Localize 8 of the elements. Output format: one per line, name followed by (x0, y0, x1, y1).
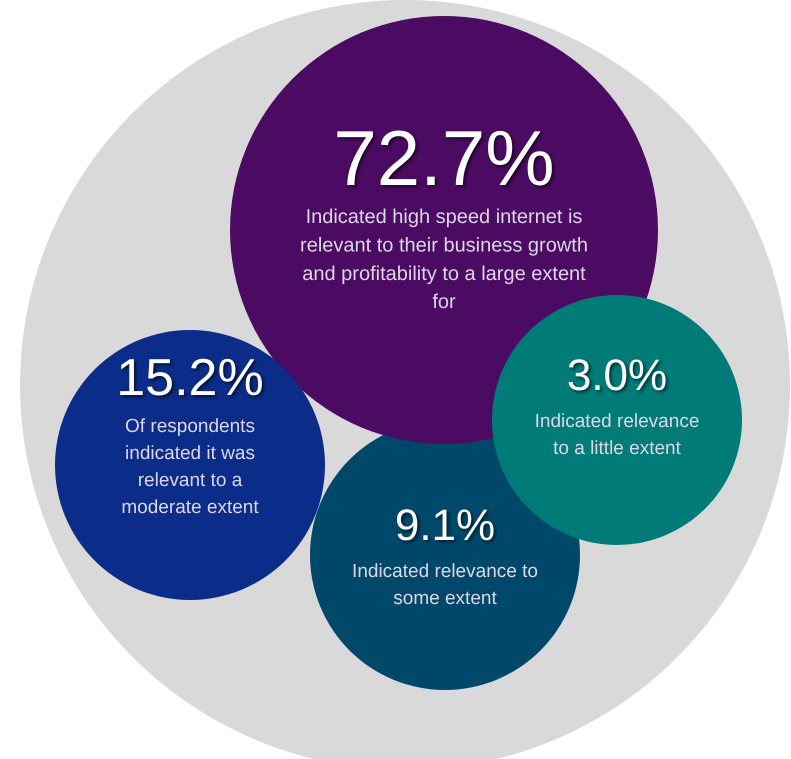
data-label: 15.2% (116, 349, 264, 407)
data-label: 9.1% (394, 501, 496, 550)
category-label: Indicated high speed internet is relevant to their business growth and profitability to a large extent for (300, 206, 588, 314)
category-label: Of respondents indicated it was relevant to a moderate extent (121, 416, 260, 518)
category-label: Indicated relevance to a little extent (534, 411, 700, 460)
data-label: 3.0% (566, 351, 668, 400)
category-label: Indicated relevance to some extent (352, 561, 538, 610)
data-label: 72.7% (333, 114, 555, 202)
